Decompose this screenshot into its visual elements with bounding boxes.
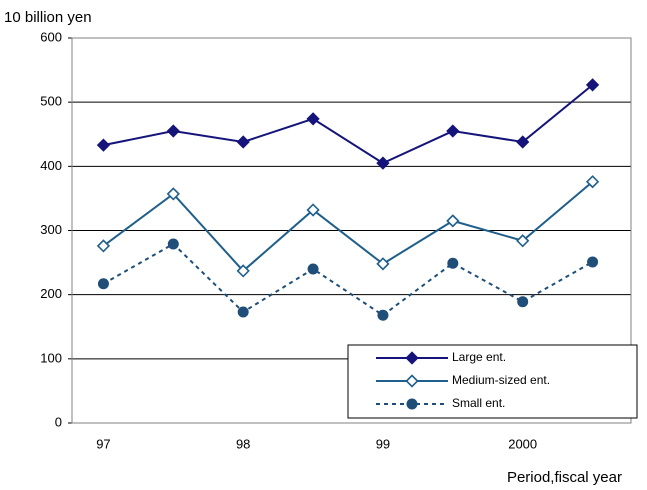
- legend-label: Small ent.: [452, 396, 505, 410]
- data-point: [306, 112, 320, 126]
- data-point: [585, 78, 600, 92]
- y-tick-label: 400: [40, 158, 62, 173]
- data-point: [587, 256, 599, 268]
- data-point: [446, 214, 460, 228]
- x-tick-label: 99: [376, 436, 390, 451]
- data-point: [306, 203, 320, 217]
- y-tick-label: 600: [40, 29, 62, 44]
- data-point: [446, 124, 460, 138]
- data-point: [166, 187, 180, 201]
- series-line: [103, 84, 594, 165]
- plot-border: [71, 37, 632, 424]
- y-tick-label: 100: [40, 350, 62, 365]
- legend-marker: [405, 374, 419, 388]
- legend-marker: [406, 398, 418, 410]
- y-axis-title: 10 billion yen: [4, 9, 92, 26]
- data-point: [237, 306, 249, 318]
- data-point: [236, 264, 250, 278]
- x-tick-label: 98: [236, 436, 250, 451]
- legend-marker: [405, 351, 419, 365]
- data-point: [516, 135, 530, 149]
- data-point: [97, 278, 109, 290]
- legend-label: Medium-sized ent.: [452, 373, 550, 387]
- data-point: [236, 135, 250, 149]
- data-point: [166, 124, 180, 138]
- y-tick-label: 300: [40, 222, 62, 237]
- x-tick-label: 97: [96, 436, 110, 451]
- series-line: [102, 180, 594, 273]
- x-tick-label: 2000: [508, 436, 537, 451]
- series-line: [102, 242, 594, 317]
- data-point: [516, 234, 530, 248]
- data-point: [376, 257, 390, 271]
- x-axis-title: Period,fiscal year: [507, 469, 622, 486]
- data-point: [447, 257, 459, 269]
- y-tick-label: 500: [40, 94, 62, 109]
- legend-label: Large ent.: [452, 350, 506, 364]
- y-tick-label: 200: [40, 286, 62, 301]
- data-point: [585, 175, 600, 189]
- data-point: [377, 309, 389, 321]
- data-point: [376, 156, 390, 170]
- data-point: [307, 263, 319, 275]
- y-tick-label: 0: [55, 414, 62, 429]
- data-point: [517, 296, 529, 308]
- data-point: [96, 239, 111, 253]
- data-point: [167, 238, 179, 250]
- data-point: [96, 138, 111, 152]
